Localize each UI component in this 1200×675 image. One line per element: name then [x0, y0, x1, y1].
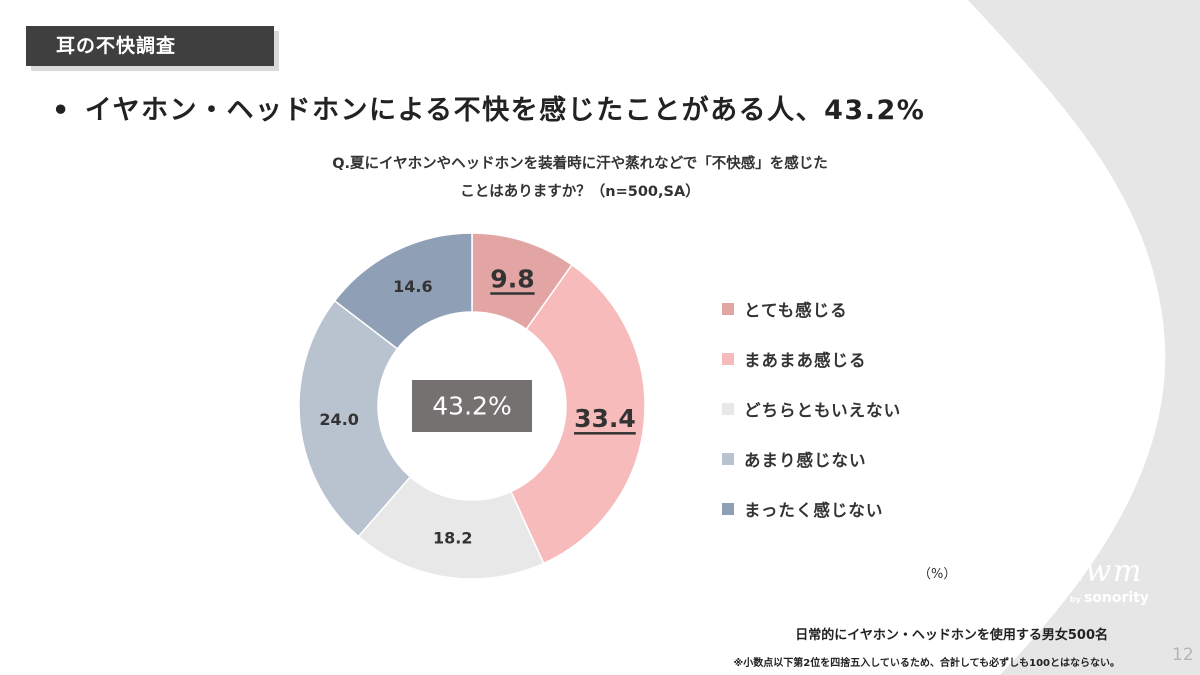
background-curve-shape	[968, 0, 1200, 675]
brand-logo-sub: by sonority	[1070, 590, 1149, 606]
slice-value-label-4: 24.0	[319, 410, 358, 429]
legend-label: とても感じる	[744, 301, 848, 320]
legend-label: どちらともいえない	[744, 401, 902, 420]
slice-value-label-1: 9.8	[490, 264, 534, 293]
legend-swatch	[722, 403, 734, 415]
question-line-1: Q.夏にイヤホンやヘッドホンを装着時に汗や蒸れなどで「不快感」を感じた	[332, 156, 828, 172]
section-tag: 耳の不快調査	[26, 26, 274, 66]
brand-logo-sonority: sonority	[1083, 590, 1150, 606]
legend-swatch	[722, 453, 734, 465]
donut-slice-4	[298, 299, 412, 538]
donut-slice-5	[333, 232, 473, 350]
legend-swatch	[722, 353, 734, 365]
legend-label: まあまあ感じる	[744, 351, 867, 370]
legend-swatch	[722, 303, 734, 315]
headline-bullet: •	[52, 95, 71, 126]
brand-logo-by: by	[1070, 595, 1081, 604]
chart-legend: とても感じる まあまあ感じるどちらともいえない あまり感じない まったく感じない	[722, 284, 901, 534]
slice-value-label-3: 18.2	[433, 529, 472, 548]
legend-item-1: とても感じる	[722, 284, 901, 334]
center-total-label: 43.2%	[432, 392, 511, 421]
donut-slice-2	[509, 263, 646, 565]
page-number: 12	[1172, 645, 1194, 665]
legend-item-4: あまり感じない	[722, 434, 901, 484]
sample-description: 日常的にイヤホン・ヘッドホンを使用する男女500名	[795, 628, 1108, 643]
legend-label: あまり感じない	[744, 451, 867, 470]
question-line-2: ことはありますか？（n=500,SA）	[460, 184, 700, 200]
legend-label: まったく感じない	[744, 501, 884, 520]
donut-slice-3	[357, 475, 545, 580]
legend-item-5: まったく感じない	[722, 484, 901, 534]
legend-item-2: まあまあ感じる	[722, 334, 901, 384]
rounding-note: ※小数点以下第2位を四捨五入しているため、合計しても必ずしも100とはならない。	[733, 658, 1120, 669]
legend-swatch	[722, 503, 734, 515]
brand-logo: nwm	[1064, 554, 1144, 589]
center-total-box	[412, 380, 532, 432]
headline: • イヤホン・ヘッドホンによる不快を感じたことがある人、43.2%	[52, 88, 925, 127]
survey-question: Q.夏にイヤホンやヘッドホンを装着時に汗や蒸れなどで「不快感」を感じた ことはあ…	[260, 150, 900, 206]
unit-label: （%）	[918, 567, 957, 582]
slice-value-label-2: 33.4	[574, 404, 636, 433]
slice-value-label-5: 14.6	[393, 277, 432, 296]
legend-item-3: どちらともいえない	[722, 384, 901, 434]
headline-text: イヤホン・ヘッドホンによる不快を感じたことがある人、43.2%	[84, 95, 926, 126]
